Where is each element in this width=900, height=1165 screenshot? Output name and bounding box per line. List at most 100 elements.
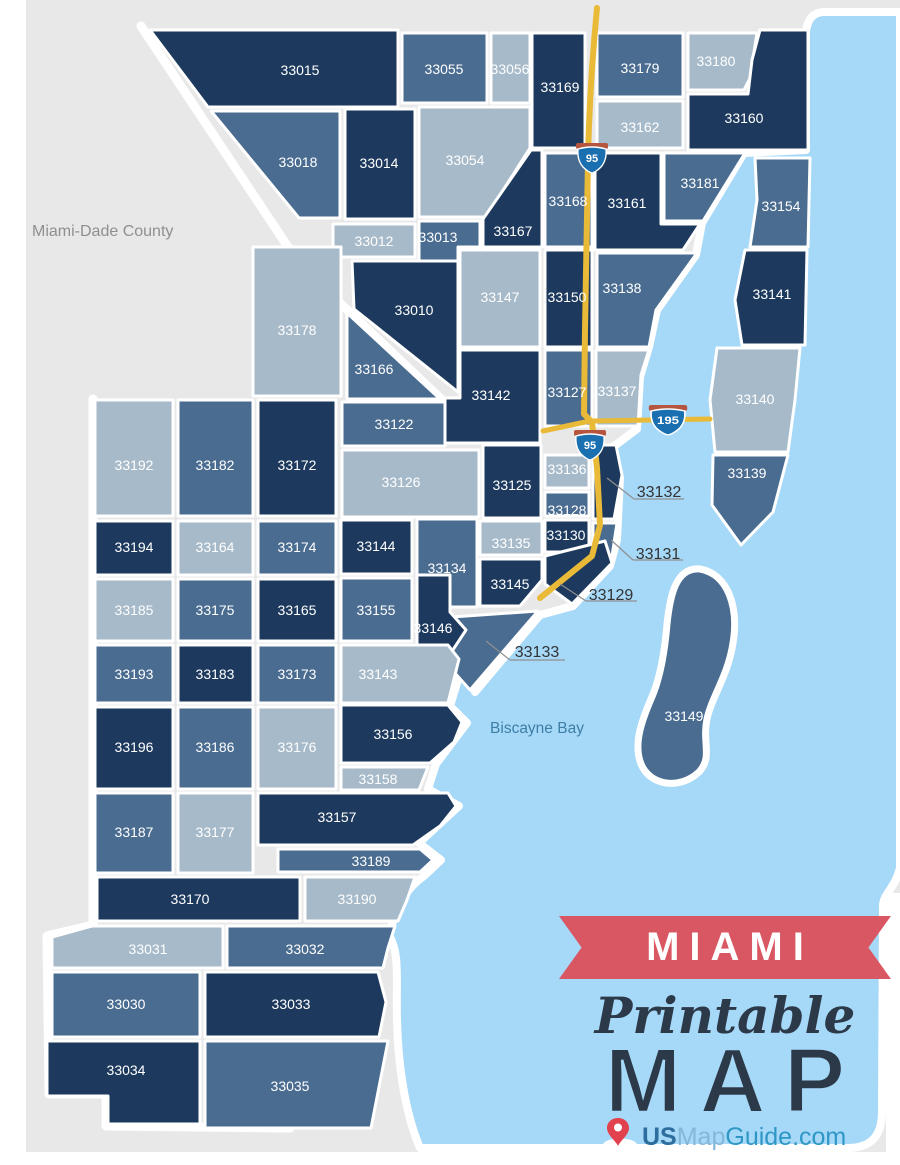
zip-label-33033: 33033: [272, 996, 311, 1012]
zip-label-33167: 33167: [494, 223, 533, 239]
zip-zone-33015: [148, 28, 400, 109]
zip-zone-33162: [595, 99, 685, 150]
zip-zone-33139: [710, 453, 790, 547]
highway-spur_west: [540, 418, 593, 434]
zip-zone-33175: [176, 577, 255, 643]
zip-zone-33031: [50, 924, 225, 970]
zip-label-33125: 33125: [493, 477, 532, 493]
zip-zone-33014: [343, 107, 417, 221]
zip-zone-33126: [340, 448, 481, 519]
zip-zone-33177: [176, 791, 255, 875]
zip-label-33174: 33174: [278, 539, 317, 555]
city-name: MIAMI: [646, 925, 814, 969]
zip-zone-33192: [93, 398, 175, 518]
zip-label-33185: 33185: [115, 602, 154, 618]
zip-label-33149: 33149: [665, 708, 704, 724]
zip-label-33177: 33177: [196, 824, 235, 840]
callout-label-33133: 33133: [515, 644, 560, 661]
island-key-biscayne: [634, 565, 739, 787]
zip-zone-33154: [748, 156, 812, 249]
zip-zone-33128: [543, 490, 591, 518]
zip-label-33134: 33134: [428, 560, 467, 576]
zip-zone-33158: [339, 765, 430, 792]
zip-label-33128: 33128: [548, 502, 587, 518]
zip-label-33162: 33162: [621, 119, 660, 135]
zip-label-33166: 33166: [355, 361, 394, 377]
zip-zone-33135: [478, 519, 544, 557]
zip-label-33169: 33169: [541, 79, 580, 95]
callout-leader-33131: [610, 539, 683, 561]
zip-zone-33145: [478, 557, 544, 608]
zip-label-33144: 33144: [357, 538, 396, 554]
zip-label-33030: 33030: [107, 996, 146, 1012]
zip-zone-33140: [708, 346, 802, 454]
bay-name-label: Biscayne Bay: [490, 720, 584, 737]
brand-map-word: MAP MAP: [560, 1034, 890, 1129]
zip-zone-33165: [256, 577, 338, 643]
zip-label-33136: 33136: [548, 461, 587, 477]
zip-label-33189: 33189: [352, 853, 391, 869]
zip-zone-33157: [256, 791, 458, 847]
svg-text:195: 195: [657, 414, 679, 427]
usmapguide-logo: US Map Guide.com: [598, 1116, 898, 1152]
zip-label-33176: 33176: [278, 739, 317, 755]
callout-leader-33132: [606, 477, 684, 500]
zip-label-33137: 33137: [598, 383, 637, 399]
zip-label-33183: 33183: [196, 666, 235, 682]
zip-zone-33138: [595, 251, 699, 349]
zip-label-33135: 33135: [492, 535, 531, 551]
zip-zone-33178: [251, 245, 343, 398]
zip-zone-33173: [256, 643, 338, 705]
zip-label-33192: 33192: [115, 457, 154, 473]
interstate-shield-195: 195: [648, 405, 688, 436]
zip-label-33031: 33031: [129, 941, 168, 957]
zip-zone-33030: [50, 970, 202, 1039]
zip-zone-33193: [93, 643, 175, 705]
zip-label-33145: 33145: [491, 576, 530, 592]
zip-label-33175: 33175: [196, 602, 235, 618]
zip-label-33150: 33150: [548, 289, 587, 305]
zip-label-33190: 33190: [338, 891, 377, 907]
zip-zone-33169: [530, 31, 587, 150]
brand-printable-word: Printable: [594, 986, 856, 1045]
zip-label-33155: 33155: [357, 602, 396, 618]
zip-zone-33160: [686, 28, 810, 152]
zip-label-33122: 33122: [375, 416, 414, 432]
zip-zone-33164: [176, 519, 255, 577]
zip-label-33172: 33172: [278, 457, 317, 473]
zip-zone-33166: [345, 311, 442, 401]
zip-label-33142: 33142: [472, 387, 511, 403]
zip-zone-33196: [93, 705, 175, 791]
zip-zone-33035: [203, 1039, 390, 1130]
zip-zone-33194: [93, 519, 175, 577]
logo-text-map: Map: [676, 1123, 726, 1151]
city-ribbon-banner: MIAMI: [559, 916, 891, 979]
zip-label-33147: 33147: [481, 289, 520, 305]
zip-zone-33012: [331, 222, 417, 259]
zip-zone-33125: [481, 443, 543, 520]
zip-label-33170: 33170: [171, 891, 210, 907]
zip-zone-33176: [256, 705, 338, 791]
interstate-shield-95: 95: [576, 143, 608, 174]
map-pin-icon: [603, 1118, 637, 1152]
zip-label-33178: 33178: [278, 322, 317, 338]
zip-label-33164: 33164: [196, 539, 235, 555]
callout-label-33132: 33132: [637, 484, 682, 501]
zip-zone-33033: [203, 970, 388, 1039]
callout-leader-33129: [559, 583, 637, 602]
interstate-shield-95: 95: [574, 430, 606, 461]
zip-zone-33034: [45, 1039, 202, 1126]
zip-label-33186: 33186: [196, 739, 235, 755]
svg-text:95: 95: [584, 440, 596, 452]
page-margin-left: [0, 0, 26, 1165]
zip-label-33010: 33010: [395, 302, 434, 318]
zip-label-33179: 33179: [621, 60, 660, 76]
zip-zone-33179: [595, 31, 685, 99]
zip-zone-33161: [593, 151, 702, 252]
zip-zone-33172: [256, 398, 338, 518]
zip-label-33154: 33154: [762, 198, 801, 214]
zip-label-33140: 33140: [736, 391, 775, 407]
zip-label-33012: 33012: [355, 233, 394, 249]
